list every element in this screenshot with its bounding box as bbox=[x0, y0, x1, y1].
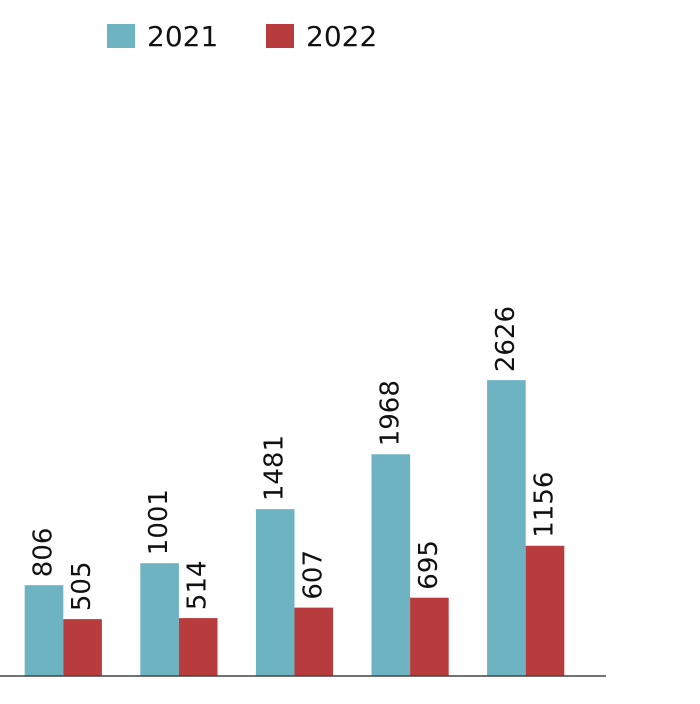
bar bbox=[140, 563, 179, 676]
value-label: 505 bbox=[67, 561, 97, 611]
legend-swatch bbox=[266, 24, 294, 48]
bar bbox=[63, 619, 102, 676]
legend-label: 2021 bbox=[147, 20, 218, 53]
value-label: 1156 bbox=[530, 472, 560, 538]
legend-swatch bbox=[107, 24, 135, 48]
bar bbox=[410, 597, 449, 676]
value-label: 607 bbox=[298, 550, 328, 600]
value-label: 695 bbox=[414, 540, 444, 590]
legend-label: 2022 bbox=[306, 20, 377, 53]
value-label: 2626 bbox=[491, 306, 521, 372]
value-label: 514 bbox=[183, 560, 213, 610]
bar bbox=[255, 509, 295, 676]
bar bbox=[178, 618, 218, 676]
bar bbox=[525, 545, 565, 676]
bar bbox=[294, 607, 334, 676]
bar bbox=[487, 380, 526, 676]
bar bbox=[24, 585, 64, 676]
value-label: 1481 bbox=[260, 435, 290, 501]
value-label: 806 bbox=[29, 528, 59, 578]
value-label: 1968 bbox=[375, 380, 405, 446]
value-label: 1001 bbox=[144, 489, 174, 555]
bar bbox=[371, 454, 411, 676]
